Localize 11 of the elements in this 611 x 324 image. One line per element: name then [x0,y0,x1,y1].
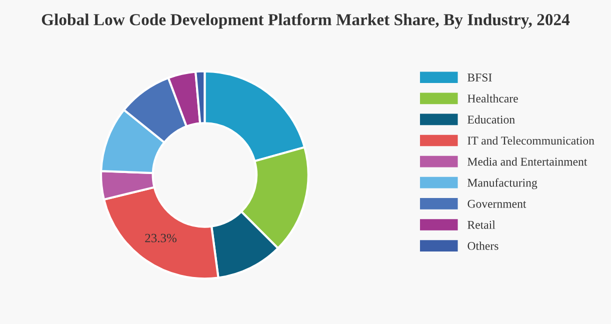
data-label: 23.3% [145,234,176,242]
legend-label: Retail [468,220,496,229]
legend-label: Education [468,115,515,124]
chart-title: Global Low Code Development Platform Market Share, By Industry, 2024 [42,13,570,29]
legend-label: Government [468,200,526,208]
legend-label: Manufacturing [468,178,538,190]
legend-label: IT and Telecommunication [468,136,594,145]
legend-label: Healthcare [468,94,518,103]
legend-label: Media and Entertainment [468,157,588,166]
legend-label: Others [468,242,498,250]
legend-label: BFSI [468,74,492,82]
